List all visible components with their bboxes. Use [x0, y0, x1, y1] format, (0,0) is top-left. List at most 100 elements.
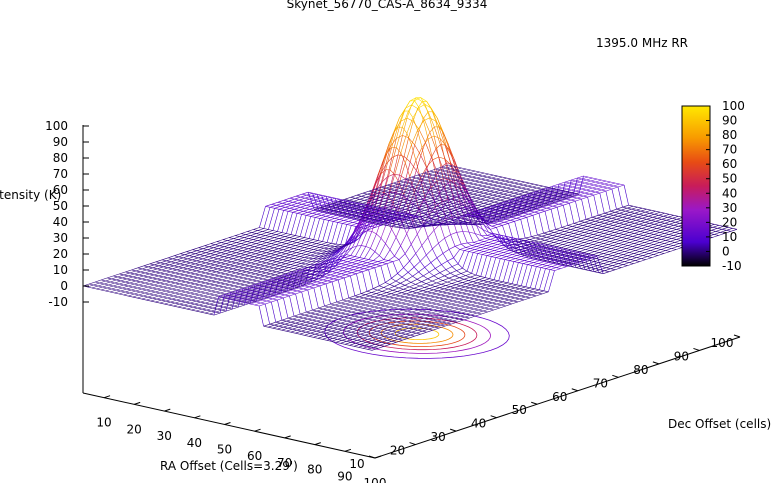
surface-segment — [518, 260, 525, 263]
surface-segment — [152, 297, 157, 300]
surface-segment — [233, 295, 239, 298]
surface-segment — [312, 275, 320, 279]
surface-segment — [422, 310, 428, 313]
surface-segment — [181, 268, 188, 272]
surface-segment — [237, 239, 243, 241]
surface-segment — [185, 269, 193, 273]
surface-segment — [252, 247, 260, 250]
surface-segment — [146, 277, 153, 281]
surface-segment — [137, 295, 144, 299]
surface-segment — [400, 295, 405, 298]
surface-segment — [480, 306, 485, 309]
surface-segment — [421, 301, 428, 305]
surface-segment — [378, 307, 384, 310]
surface-segment — [110, 281, 115, 284]
surface-segment — [382, 196, 389, 217]
surface-segment — [162, 257, 169, 261]
surface-segment — [310, 252, 317, 256]
surface-segment — [269, 205, 277, 208]
surface-segment — [531, 292, 538, 296]
surface-segment — [569, 250, 575, 252]
surface-segment — [519, 259, 525, 261]
surface-segment — [175, 270, 182, 274]
surface-segment — [329, 333, 335, 336]
surface-segment — [402, 127, 408, 134]
surface-segment — [468, 249, 475, 252]
surface-segment — [239, 246, 244, 248]
surface-segment — [590, 256, 598, 259]
surface-segment — [343, 326, 349, 329]
surface-segment — [406, 221, 414, 235]
surface-segment — [238, 296, 244, 299]
surface-segment — [472, 289, 479, 293]
surface-segment — [229, 264, 235, 267]
surface-segment — [385, 146, 391, 165]
surface-segment — [377, 289, 383, 292]
surface-segment — [255, 253, 261, 255]
surface-segment — [318, 209, 325, 212]
surface-segment — [351, 205, 357, 207]
surface-segment — [292, 199, 299, 203]
surface-segment — [367, 336, 374, 340]
surface-segment — [317, 327, 323, 330]
surface-segment — [445, 269, 451, 274]
surface-segment — [381, 215, 387, 217]
surface-segment — [393, 174, 400, 176]
surface-segment — [280, 320, 287, 324]
surface-segment — [176, 297, 183, 301]
surface-segment — [293, 276, 300, 279]
surface-segment — [250, 233, 257, 236]
surface-segment — [294, 263, 302, 266]
surface-segment — [527, 291, 534, 295]
surface-segment — [423, 327, 429, 330]
surface-segment — [490, 239, 495, 241]
surface-segment — [362, 269, 369, 272]
surface-segment — [354, 335, 359, 338]
surface-segment — [419, 285, 425, 288]
surface-segment — [488, 279, 495, 283]
surface-segment — [456, 294, 461, 297]
surface-segment — [269, 276, 274, 279]
surface-segment — [310, 283, 316, 286]
surface-segment — [450, 232, 457, 235]
surface-segment — [375, 207, 383, 225]
surface-segment — [323, 271, 330, 277]
surface-segment — [422, 330, 427, 333]
surface-segment — [345, 247, 353, 255]
surface-segment — [379, 243, 386, 256]
surface-segment — [469, 305, 476, 309]
surface-segment — [323, 262, 329, 265]
surface-segment — [253, 227, 260, 230]
surface-segment — [345, 323, 350, 326]
surface-segment — [509, 258, 516, 261]
surface-segment — [371, 261, 378, 264]
surface-segment — [456, 282, 463, 285]
surface-segment — [183, 265, 190, 269]
surface-segment — [293, 238, 299, 240]
surface-segment — [305, 263, 311, 265]
surface-segment — [156, 298, 162, 301]
surface-segment — [289, 197, 295, 200]
surface-segment — [285, 271, 292, 274]
surface-segment — [470, 314, 476, 317]
surface-segment — [445, 295, 451, 298]
surface-segment — [355, 320, 363, 324]
surface-segment — [406, 117, 414, 134]
surface-segment — [276, 291, 281, 294]
surface-segment — [306, 192, 313, 196]
surface-segment — [272, 240, 278, 242]
surface-segment — [298, 197, 305, 201]
surface-segment — [334, 244, 341, 247]
surface-segment — [545, 256, 552, 259]
surface-segment — [202, 256, 210, 260]
surface-segment — [146, 267, 153, 271]
surface-segment — [215, 301, 221, 304]
surface-segment — [285, 261, 293, 264]
surface-segment — [425, 322, 432, 326]
surface-segment — [437, 310, 443, 313]
surface-segment — [273, 267, 279, 269]
surface-segment — [393, 315, 400, 319]
surface-segment — [428, 308, 434, 311]
surface-segment — [259, 294, 265, 297]
surface-segment — [146, 299, 151, 302]
